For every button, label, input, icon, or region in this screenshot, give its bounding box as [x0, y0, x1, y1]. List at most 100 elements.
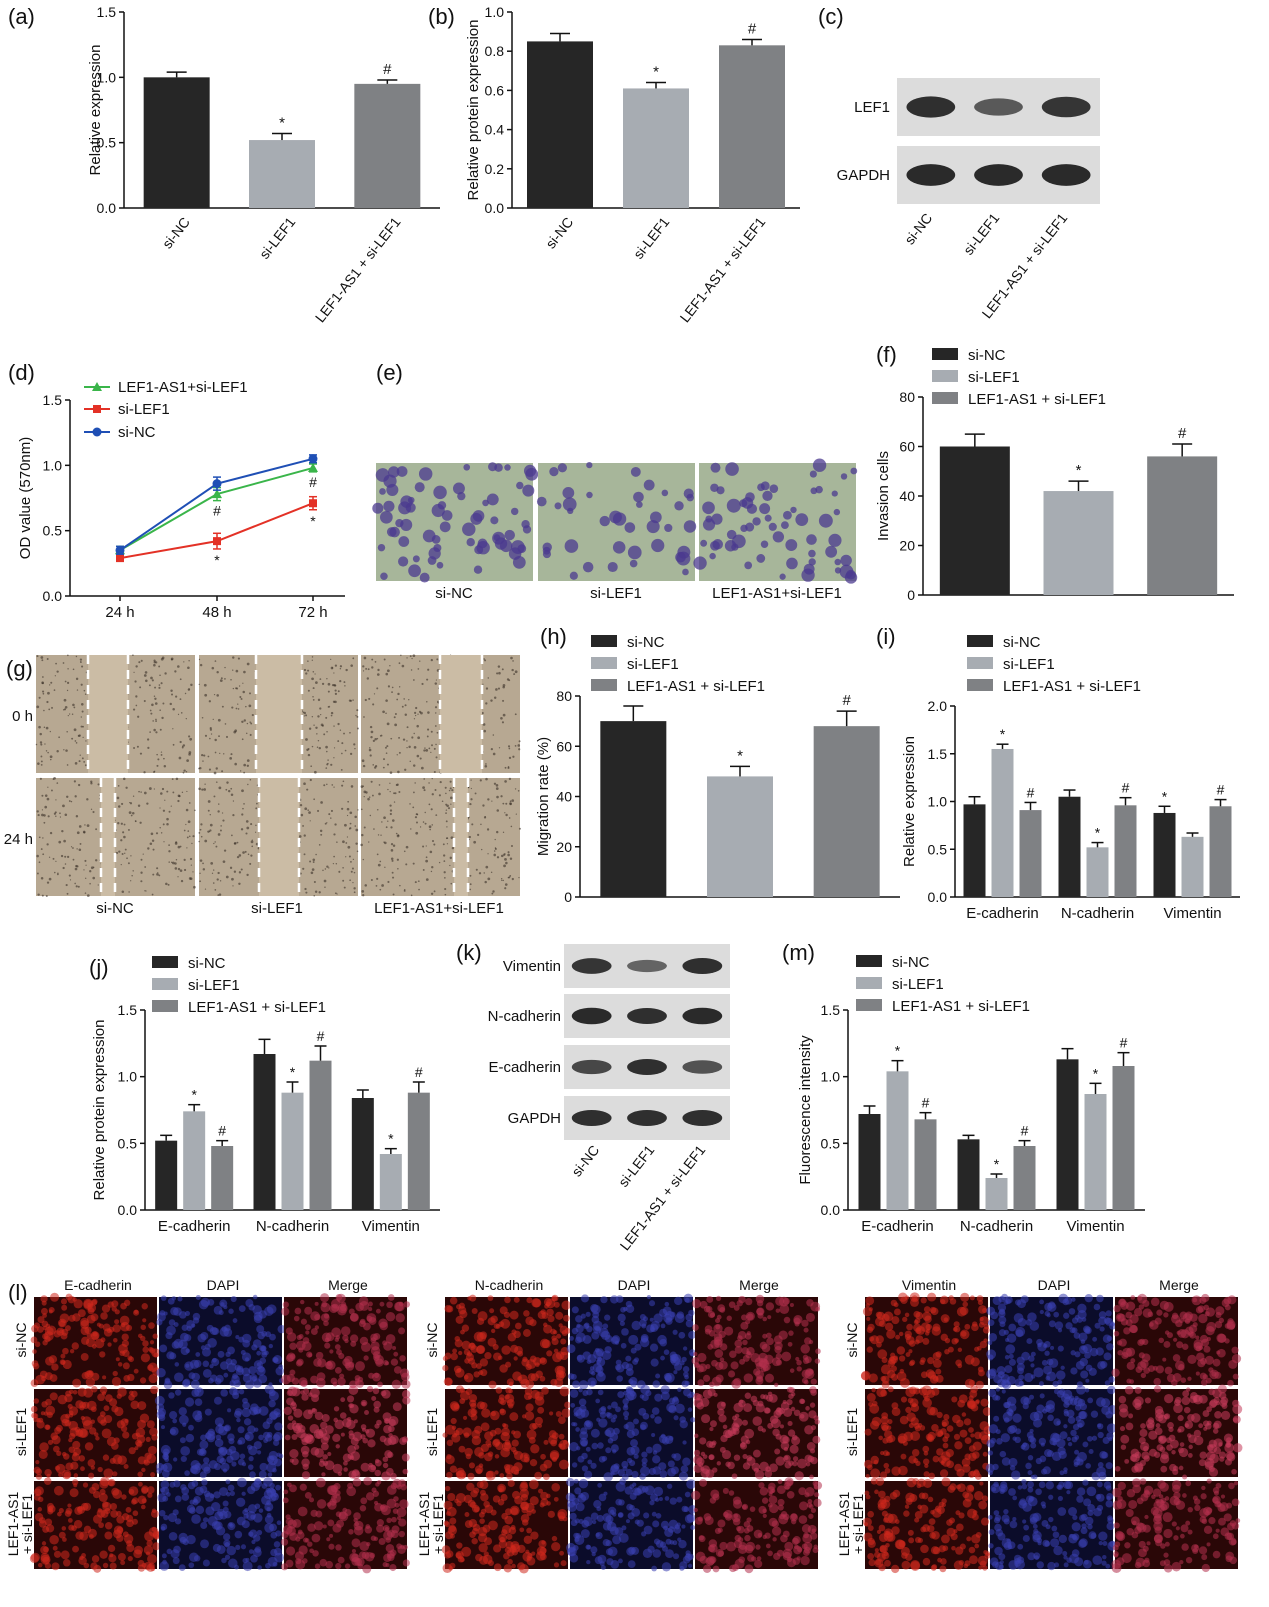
cell — [333, 757, 335, 759]
cell — [151, 893, 154, 896]
cell — [578, 1398, 587, 1407]
cell — [557, 1416, 566, 1425]
cell — [157, 871, 159, 874]
cell — [479, 779, 482, 782]
cell — [650, 1414, 655, 1419]
cell — [36, 1326, 44, 1333]
legend-entry: si-LEF1 — [892, 976, 944, 993]
cell — [245, 1557, 250, 1562]
cell — [220, 1302, 225, 1307]
significance-mark: # — [1027, 784, 1035, 800]
if-row-label: + si-LEF1 — [19, 1494, 35, 1555]
if-column-header: DAPI — [207, 1277, 240, 1293]
cell — [623, 1410, 630, 1418]
data-point — [213, 537, 221, 546]
cell — [693, 1464, 703, 1473]
cell — [247, 783, 249, 786]
cell — [424, 822, 427, 825]
cell — [33, 1398, 40, 1404]
cell — [352, 657, 355, 660]
cell — [117, 785, 120, 787]
cell — [132, 870, 134, 872]
cell — [45, 894, 48, 898]
cell — [224, 666, 226, 669]
cell — [173, 1322, 179, 1328]
cell — [143, 700, 146, 703]
cell — [553, 1348, 559, 1354]
cell — [805, 1406, 810, 1411]
cell — [621, 1460, 629, 1469]
cell — [330, 658, 332, 661]
cell — [114, 1319, 120, 1325]
y-tick-label: 2.0 — [928, 698, 948, 714]
cell — [480, 823, 482, 826]
cell — [272, 1439, 280, 1446]
cell — [547, 1510, 555, 1518]
cell — [123, 1299, 131, 1307]
cell — [757, 1312, 764, 1319]
cell — [41, 682, 44, 685]
cell — [540, 1453, 546, 1460]
cell — [282, 1301, 289, 1308]
cell — [39, 777, 42, 780]
cell — [602, 1538, 610, 1547]
cell — [628, 1334, 639, 1345]
cell — [371, 1395, 377, 1401]
cell — [298, 835, 302, 838]
if-image-1-1-2 — [693, 1386, 821, 1481]
cell — [403, 850, 406, 853]
cell — [37, 1507, 43, 1512]
cell — [188, 753, 191, 756]
row-label: 24 h — [4, 831, 33, 848]
cell — [224, 723, 227, 725]
cell — [468, 1462, 475, 1469]
cell — [483, 872, 485, 874]
cell — [685, 1550, 691, 1556]
cell — [761, 1497, 769, 1504]
cell — [652, 1520, 660, 1528]
cell — [44, 794, 48, 797]
band — [974, 164, 1023, 186]
cell — [673, 1415, 679, 1421]
cell — [653, 1313, 663, 1323]
cell — [61, 1304, 68, 1311]
cell — [86, 824, 90, 828]
significance-mark: * — [653, 64, 659, 81]
cell — [418, 467, 433, 481]
cell — [443, 871, 446, 874]
cell — [152, 1333, 158, 1339]
cell — [334, 823, 337, 826]
cell — [148, 1526, 159, 1537]
cell — [726, 1541, 737, 1552]
cell — [627, 1560, 636, 1569]
cell — [708, 1454, 714, 1460]
bar-a-2 — [354, 83, 421, 208]
cell — [386, 722, 390, 726]
legend-entry: LEF1-AS1 + si-LEF1 — [1003, 678, 1141, 695]
cell — [202, 1360, 210, 1368]
cell — [244, 1357, 250, 1362]
cell — [490, 871, 493, 874]
cell — [141, 1486, 149, 1495]
cell — [629, 559, 638, 568]
cell — [643, 1512, 650, 1519]
cell — [242, 807, 244, 810]
cell — [72, 703, 75, 707]
cell — [208, 700, 211, 703]
cell — [60, 1298, 68, 1305]
cell — [671, 1453, 677, 1459]
cell — [362, 1437, 369, 1444]
cell — [598, 1493, 607, 1502]
cell — [43, 821, 46, 824]
cell — [427, 728, 430, 731]
cell — [436, 669, 440, 672]
cell — [618, 1558, 623, 1564]
cell — [680, 1465, 689, 1473]
cell — [192, 871, 194, 873]
if-row-label: si-LEF1 — [424, 1408, 440, 1456]
cell — [150, 1385, 159, 1395]
cell — [384, 1450, 393, 1459]
cell — [343, 1460, 348, 1466]
cell — [337, 1556, 345, 1564]
cell — [348, 699, 352, 702]
